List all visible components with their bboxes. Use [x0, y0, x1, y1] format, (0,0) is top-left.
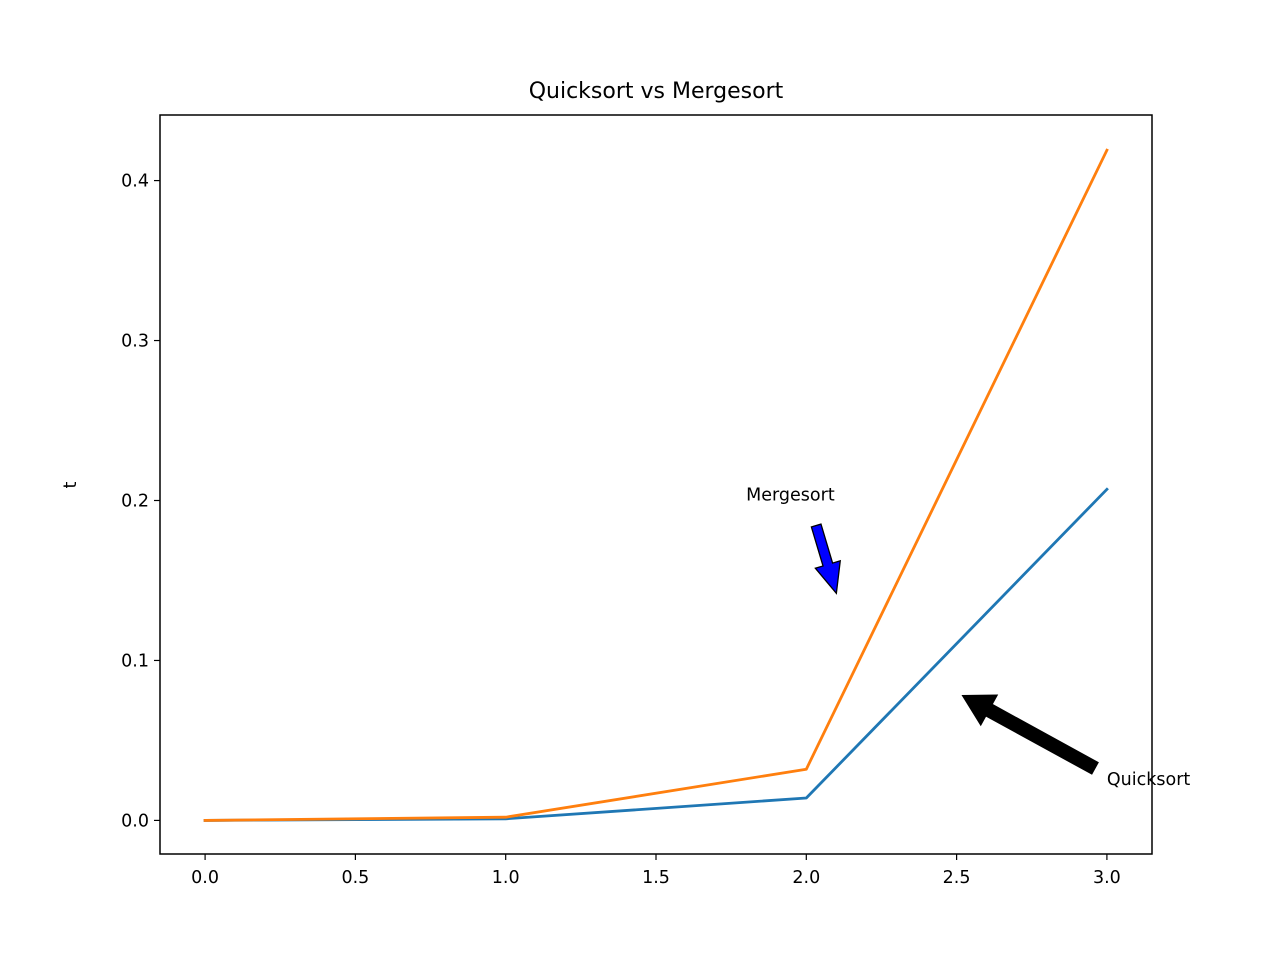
x-tick-label: 2.0 — [792, 868, 820, 888]
annotations: Mergesort Quicksort — [746, 485, 1190, 790]
x-tick-label: 2.5 — [943, 868, 971, 888]
annotation-arrow — [961, 694, 1099, 775]
axes: 0.0 0.5 1.0 1.5 2.0 2.5 3.0 0.0 0.1 0.2 0.3 0.4 — [121, 172, 1121, 888]
annotation-label: Mergesort — [746, 485, 835, 505]
y-tick-label: 0.0 — [121, 811, 149, 831]
y-tick-label: 0.1 — [121, 651, 149, 671]
annotation-label: Quicksort — [1107, 770, 1191, 790]
chart-title: Quicksort vs Mergesort — [529, 79, 784, 104]
series-line-2 — [203, 148, 1109, 822]
y-tick-label: 0.3 — [121, 332, 149, 352]
x-tick-label: 1.0 — [492, 868, 520, 888]
y-tick-label: 0.2 — [121, 491, 149, 511]
y-axis-label: t — [61, 481, 81, 488]
x-tick-label: 3.0 — [1093, 868, 1121, 888]
plot-area — [203, 148, 1109, 822]
x-tick-label: 0.0 — [191, 868, 219, 888]
x-tick-label: 1.5 — [642, 868, 670, 888]
x-tick-label: 0.5 — [341, 868, 369, 888]
y-tick-label: 0.4 — [121, 172, 149, 192]
annotation-arrow — [810, 523, 842, 595]
